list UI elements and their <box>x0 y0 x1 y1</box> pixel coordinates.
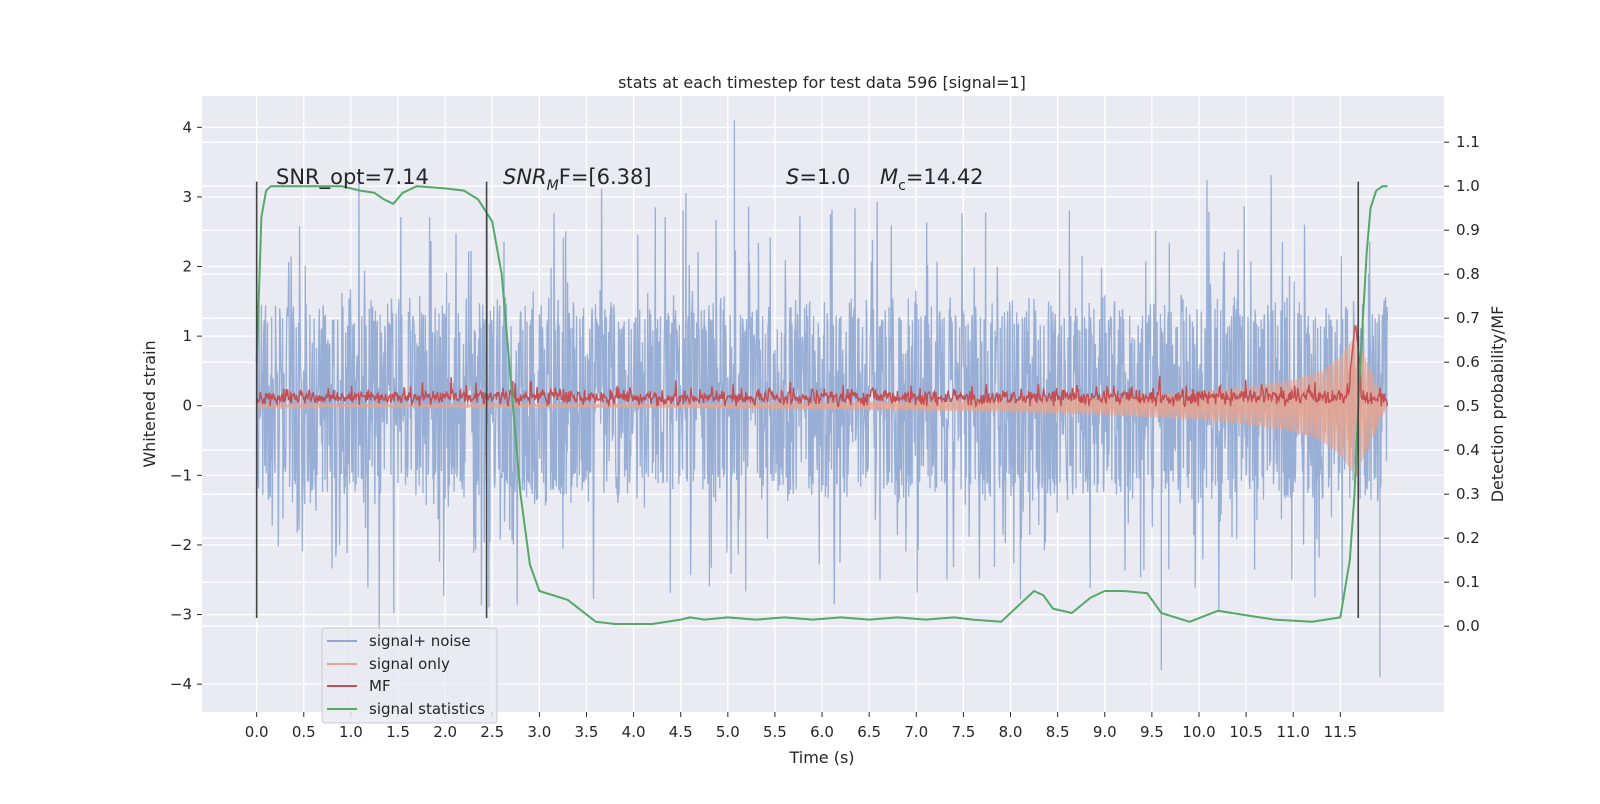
annotation-snr-mf: SNRMF=[6.38] <box>503 165 652 194</box>
y2-tick-label: 0.8 <box>1456 265 1480 283</box>
x-tick-label: 4.5 <box>669 723 693 741</box>
y2-tick-label: 0.1 <box>1456 573 1480 591</box>
y-tick-label: −4 <box>170 675 192 693</box>
x-tick-label: 5.0 <box>716 723 740 741</box>
y-tick-label: 3 <box>182 188 192 206</box>
x-tick-label: 10.5 <box>1229 723 1262 741</box>
x-tick-label: 8.0 <box>999 723 1023 741</box>
y2-tick-label: 0.0 <box>1456 617 1480 635</box>
legend-label-mf: MF <box>369 677 391 695</box>
legend: signal+ noise signal only MF signal stat… <box>321 627 498 724</box>
y2-tick-label: 1.0 <box>1456 177 1480 195</box>
series-mf <box>256 325 1389 409</box>
chart-title: stats at each timestep for test data 596… <box>618 73 1026 92</box>
x-tick-label: 0.0 <box>245 723 269 741</box>
annotation-mc: Mc=14.42 <box>880 165 984 194</box>
x-tick-label: 11.5 <box>1324 723 1357 741</box>
x-tick-label: 6.0 <box>810 723 834 741</box>
legend-box <box>321 627 498 724</box>
vline-layer <box>255 181 1360 619</box>
y2-tick-label: 0.7 <box>1456 309 1480 327</box>
x-tick-label: 3.5 <box>575 723 599 741</box>
x-ticks: 0.0 0.5 1.0 1.5 2.0 2.5 3.0 3.5 4.0 4.5 5.0 5.5 6.0 6… <box>245 712 1357 741</box>
legend-label-signal-only: signal only <box>369 655 450 673</box>
x-tick-label: 6.5 <box>857 723 881 741</box>
x-tick-label: 9.0 <box>1093 723 1117 741</box>
annotation-snr-opt: SNR_opt=7.14 <box>276 165 429 190</box>
x-tick-label: 7.5 <box>951 723 975 741</box>
x-tick-label: 7.0 <box>904 723 928 741</box>
x-tick-label: 1.5 <box>386 723 410 741</box>
x-tick-label: 9.5 <box>1140 723 1164 741</box>
y-tick-label: 2 <box>182 258 192 276</box>
y2-axis-label: Detection probability/MF <box>1488 306 1507 503</box>
y-tick-label: 0 <box>182 397 192 415</box>
y-tick-label: −2 <box>170 536 192 554</box>
x-tick-label: 1.0 <box>339 723 363 741</box>
y-tick-label: 1 <box>182 327 192 345</box>
x-tick-label: 4.0 <box>622 723 646 741</box>
x-tick-label: 11.0 <box>1277 723 1310 741</box>
series-layer <box>255 120 1389 678</box>
y2-tick-label: 0.5 <box>1456 397 1480 415</box>
x-tick-label: 3.0 <box>527 723 551 741</box>
y2-tick-label: 0.3 <box>1456 485 1480 503</box>
y2-tick-label: 0.6 <box>1456 353 1480 371</box>
y-axis-label: Whitened strain <box>140 340 159 467</box>
y-tick-label: 4 <box>182 118 192 136</box>
legend-label-signal-statistics: signal statistics <box>369 700 485 718</box>
x-axis-label: Time (s) <box>788 748 854 767</box>
y-tick-label: −3 <box>170 606 192 624</box>
y2-ticks: 1.1 1.0 0.9 0.8 0.7 0.6 0.5 0.4 0.3 0.2 0.1 0.0 <box>1444 133 1480 635</box>
series-signal-statistics <box>255 185 1388 625</box>
series-signal-noise <box>256 120 1389 678</box>
x-tick-label: 2.5 <box>480 723 504 741</box>
legend-label-signal-noise: signal+ noise <box>369 632 471 650</box>
y2-tick-label: 0.4 <box>1456 441 1480 459</box>
y2-tick-label: 0.9 <box>1456 221 1480 239</box>
x-tick-label: 0.5 <box>292 723 316 741</box>
x-tick-label: 2.0 <box>433 723 457 741</box>
annotation-s: S=1.0 <box>786 165 850 189</box>
y-ticks: 4 3 2 1 0 −1 −2 −3 −4 <box>170 118 202 693</box>
x-tick-label: 8.5 <box>1046 723 1070 741</box>
y2-tick-label: 1.1 <box>1456 133 1480 151</box>
x-tick-label: 5.5 <box>763 723 787 741</box>
y2-tick-label: 0.2 <box>1456 529 1480 547</box>
x-tick-label: 10.0 <box>1182 723 1215 741</box>
y-tick-label: −1 <box>170 466 192 484</box>
